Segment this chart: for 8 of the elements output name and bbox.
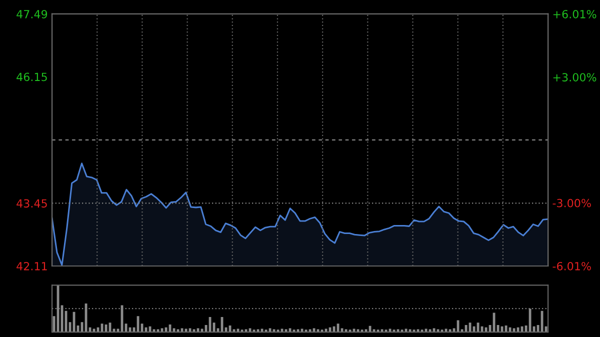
y2-tick-label: +3.00%	[553, 73, 596, 82]
y-tick-label: 43.45	[16, 199, 47, 208]
y-tick-label: 42.11	[16, 262, 47, 270]
y2-tick-label: -6.01%	[552, 262, 591, 270]
y2-tick-label: +6.01%	[553, 10, 596, 18]
y-tick-label: 46.15	[16, 72, 47, 82]
y-tick-label: 47.49	[16, 10, 48, 18]
y2-tick-label: -3.00%	[552, 198, 591, 208]
